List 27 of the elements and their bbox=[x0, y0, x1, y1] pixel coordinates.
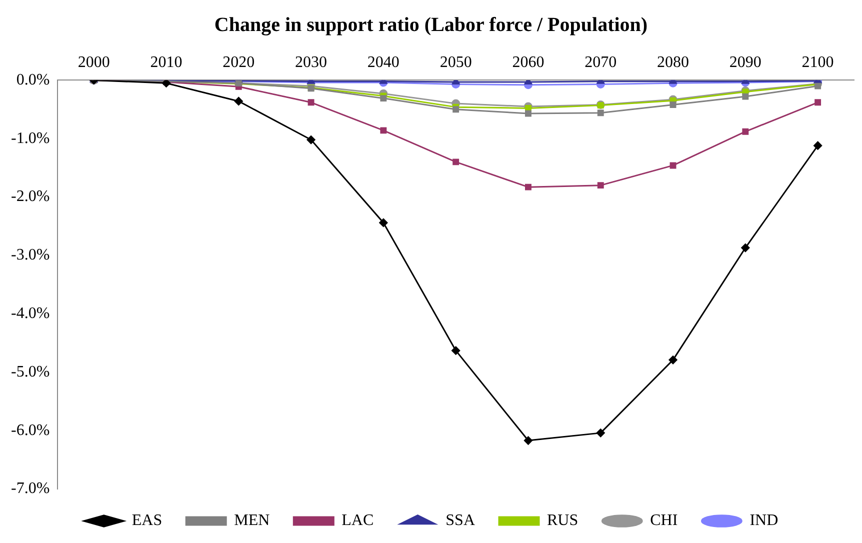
x-tick-label: 2000 bbox=[78, 54, 110, 71]
y-tick-label: -4.0% bbox=[11, 305, 50, 322]
x-tick-label: 2020 bbox=[222, 54, 255, 71]
legend-label: CHI bbox=[650, 512, 678, 530]
legend-label: MEN bbox=[234, 512, 270, 530]
y-tick-label: -5.0% bbox=[11, 363, 50, 380]
y-tick-label: -6.0% bbox=[11, 422, 50, 439]
y-tick-label: -3.0% bbox=[11, 246, 50, 264]
x-tick-label: 2030 bbox=[295, 54, 328, 71]
legend-label: EAS bbox=[132, 512, 162, 530]
x-tick-label: 2040 bbox=[367, 54, 400, 71]
y-tick-label: -7.0% bbox=[11, 480, 50, 498]
legend-label: IND bbox=[750, 512, 778, 530]
x-tick-label: 2010 bbox=[150, 54, 182, 71]
x-tick-label: 2070 bbox=[584, 54, 617, 71]
x-tick-label: 2100 bbox=[802, 54, 834, 71]
x-tick-label: 2050 bbox=[440, 54, 472, 71]
y-tick-label: -1.0% bbox=[11, 130, 50, 147]
x-tick-label: 2060 bbox=[512, 54, 544, 71]
legend-label: SSA bbox=[446, 512, 476, 530]
y-tick-label: -2.0% bbox=[11, 188, 50, 206]
x-tick-label: 2080 bbox=[657, 54, 690, 71]
x-tick-label: 2090 bbox=[729, 54, 762, 71]
y-tick-label: 0.0% bbox=[16, 71, 50, 88]
chart-title: Change in support ratio (Labor force / Population) bbox=[214, 14, 648, 36]
legend-label: RUS bbox=[547, 512, 578, 530]
legend-label: LAC bbox=[342, 512, 374, 530]
